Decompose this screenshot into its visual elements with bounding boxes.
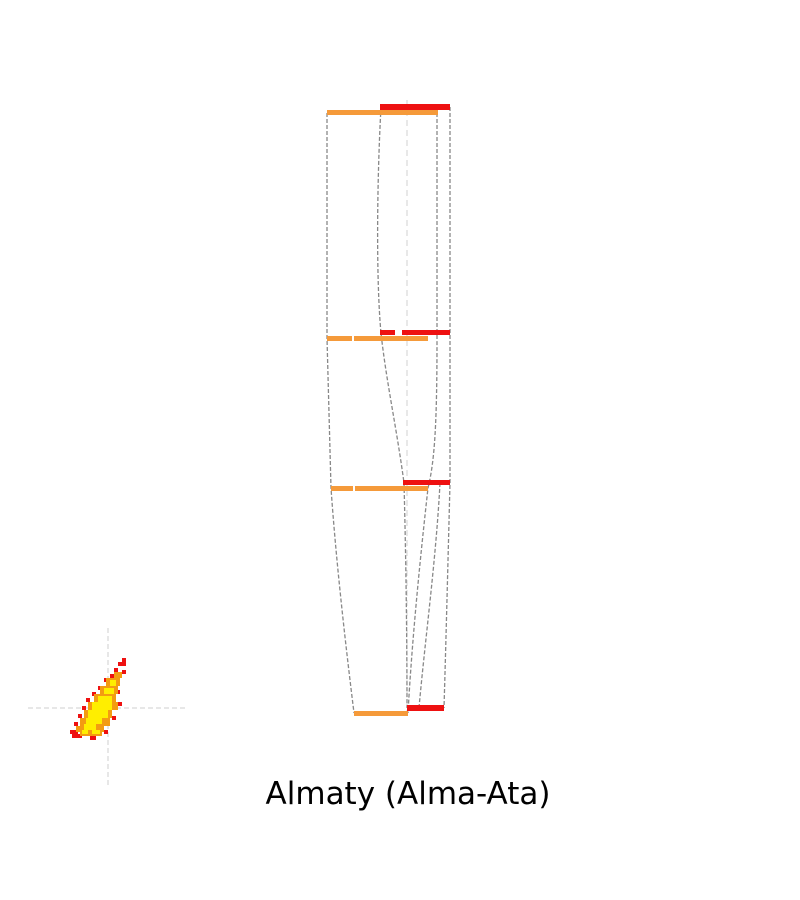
orange-band-3b bbox=[355, 486, 428, 491]
orange-band-3 bbox=[331, 486, 353, 491]
figure-caption: Almaty (Alma-Ata) bbox=[265, 776, 551, 812]
orange-band-2 bbox=[327, 336, 352, 341]
connector-lines bbox=[326, 106, 451, 714]
orange-band-4 bbox=[354, 711, 408, 716]
orange-bands bbox=[327, 110, 438, 716]
orange-band-1 bbox=[327, 110, 438, 115]
orange-band-2b bbox=[354, 336, 428, 341]
red-band-2a bbox=[380, 330, 395, 335]
red-band-1 bbox=[380, 104, 450, 110]
red-band-2b bbox=[402, 330, 450, 335]
red-bands bbox=[380, 104, 450, 711]
heat-blob-yellow bbox=[82, 680, 116, 734]
connector-right-outer bbox=[443, 107, 451, 709]
red-band-3 bbox=[403, 480, 450, 485]
connector-inner-right bbox=[418, 482, 441, 709]
connector-left-outer bbox=[326, 113, 355, 714]
connector-orange-right bbox=[407, 113, 438, 714]
red-band-4 bbox=[407, 705, 444, 711]
connector-red-left bbox=[376, 106, 408, 709]
heat-blob bbox=[70, 658, 126, 740]
